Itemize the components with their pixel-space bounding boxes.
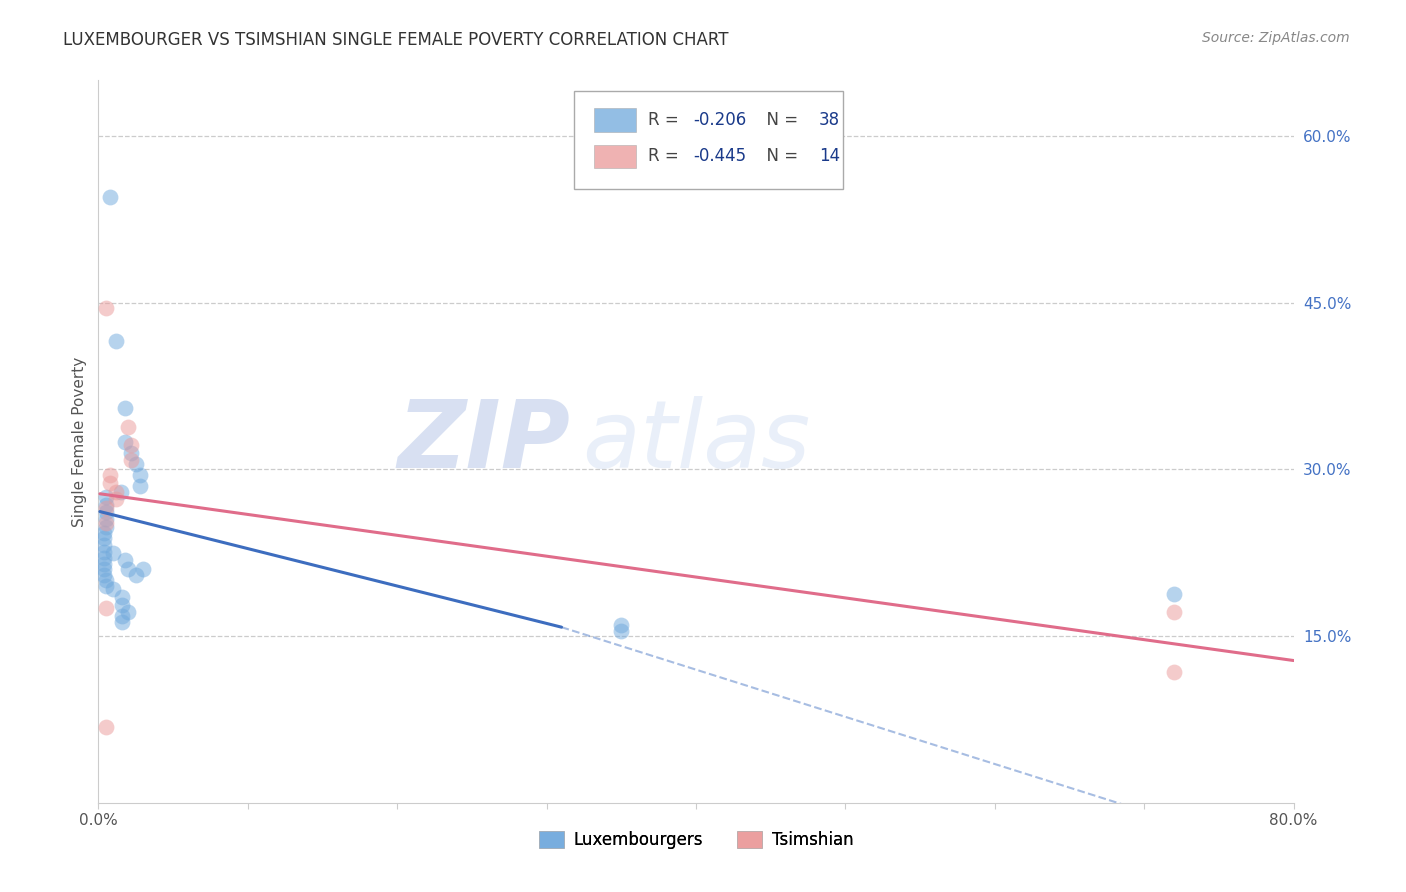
Text: LUXEMBOURGER VS TSIMSHIAN SINGLE FEMALE POVERTY CORRELATION CHART: LUXEMBOURGER VS TSIMSHIAN SINGLE FEMALE … [63, 31, 728, 49]
Point [93, 562, 115, 576]
Point [117, 562, 139, 576]
Text: N =: N = [756, 147, 803, 165]
Point [105, 484, 128, 499]
Point [120, 438, 142, 452]
Point [111, 598, 134, 612]
Text: N =: N = [756, 111, 803, 129]
Point [111, 609, 134, 624]
Text: -0.206: -0.206 [693, 111, 747, 129]
Point [610, 624, 633, 638]
Point [93, 551, 115, 566]
Text: R =: R = [648, 111, 685, 129]
Point [94, 490, 117, 504]
Point [94, 512, 117, 526]
Text: -0.445: -0.445 [693, 147, 747, 165]
Text: Source: ZipAtlas.com: Source: ZipAtlas.com [1202, 31, 1350, 45]
Legend: Luxembourgers, Tsimshian: Luxembourgers, Tsimshian [531, 824, 860, 856]
Point [117, 605, 139, 619]
Point [129, 467, 152, 482]
Point [129, 479, 152, 493]
Point [1163, 605, 1185, 619]
Point [93, 531, 115, 545]
Point [98, 475, 122, 490]
Point [94, 579, 117, 593]
Point [105, 492, 128, 507]
Point [93, 568, 115, 582]
Point [117, 420, 139, 434]
Point [111, 590, 134, 604]
FancyBboxPatch shape [595, 109, 636, 132]
Point [125, 457, 148, 471]
Point [94, 501, 117, 516]
Point [114, 401, 136, 416]
Point [114, 434, 136, 449]
Text: 14: 14 [820, 147, 841, 165]
Point [114, 553, 136, 567]
Point [94, 601, 117, 615]
Point [94, 516, 117, 530]
Point [120, 453, 142, 467]
Point [125, 568, 148, 582]
Text: ZIP: ZIP [398, 395, 571, 488]
Point [94, 574, 117, 588]
Point [1163, 587, 1185, 601]
Point [93, 538, 115, 552]
FancyBboxPatch shape [595, 145, 636, 168]
Point [93, 525, 115, 540]
Point [93, 544, 115, 558]
Text: R =: R = [648, 147, 685, 165]
Point [105, 334, 128, 349]
Point [1163, 665, 1185, 679]
Y-axis label: Single Female Poverty: Single Female Poverty [72, 357, 87, 526]
Point [111, 615, 134, 629]
Point [94, 498, 117, 512]
Point [103, 546, 125, 560]
Point [120, 445, 142, 459]
Point [93, 557, 115, 571]
Point [610, 618, 633, 632]
Point [103, 582, 125, 597]
FancyBboxPatch shape [574, 91, 844, 189]
Point [94, 301, 117, 315]
Point [94, 520, 117, 534]
Point [110, 484, 132, 499]
Point [94, 720, 117, 734]
Text: atlas: atlas [582, 396, 811, 487]
Point [98, 190, 122, 204]
Text: 38: 38 [820, 111, 841, 129]
Point [132, 562, 155, 576]
Point [94, 505, 117, 519]
Point [98, 467, 122, 482]
